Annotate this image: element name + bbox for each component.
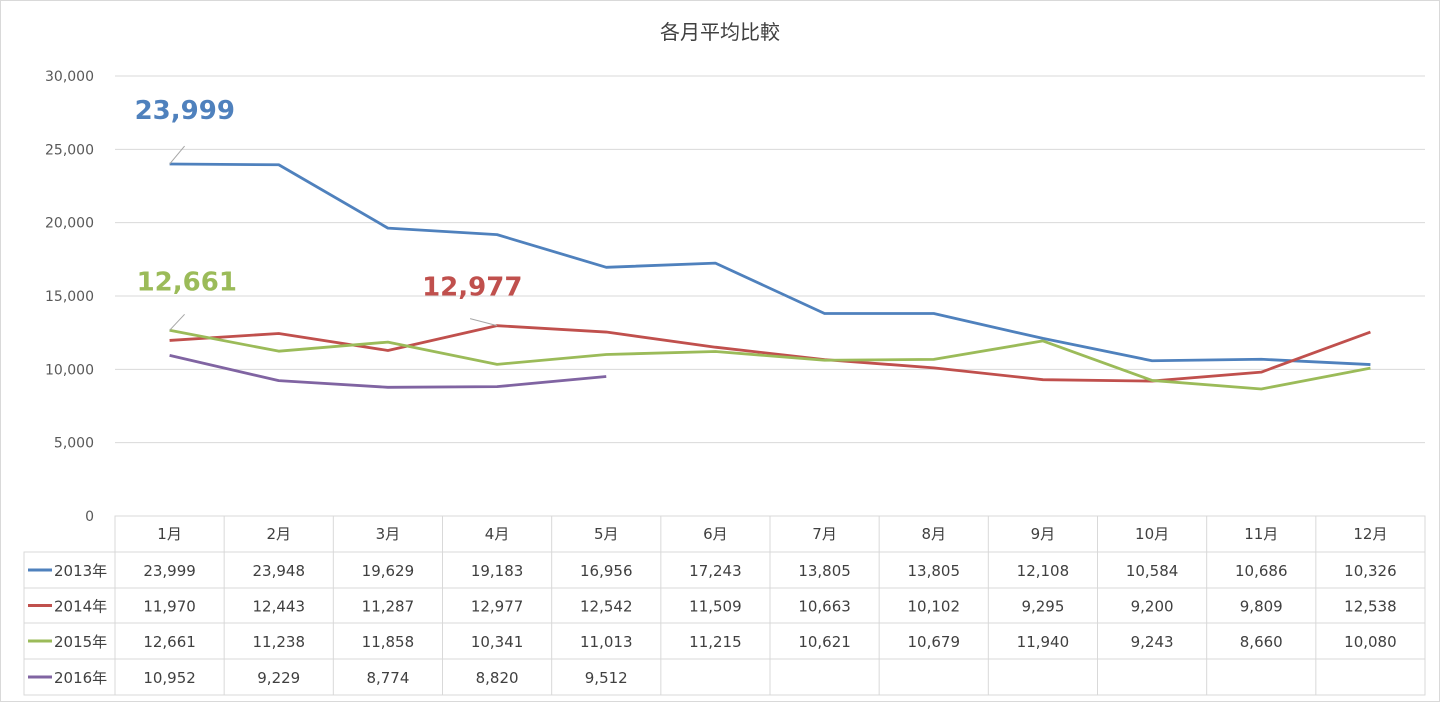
table-cell-value: 8,660 <box>1240 633 1283 651</box>
table-cell-value: 11,215 <box>689 633 742 651</box>
table-cell-value: 9,200 <box>1131 598 1174 616</box>
table-cell-value: 9,809 <box>1240 598 1283 616</box>
table-cell-value: 12,538 <box>1344 598 1397 616</box>
table-cell-value: 9,512 <box>585 669 628 687</box>
x-tick-label: 4月 <box>485 525 510 543</box>
table-cell-value: 12,661 <box>143 633 196 651</box>
y-tick-label: 0 <box>85 509 94 525</box>
table-cell-value: 11,287 <box>362 598 415 616</box>
y-tick-label: 20,000 <box>45 216 94 232</box>
data-callout: 12,661 <box>137 267 237 297</box>
x-tick-label: 12月 <box>1353 525 1387 543</box>
table-cell-value: 12,443 <box>253 598 306 616</box>
table-cell-value: 10,663 <box>798 598 851 616</box>
y-tick-label: 15,000 <box>45 289 94 305</box>
callout-leader <box>469 318 498 327</box>
series-line-2013年 <box>169 162 1371 366</box>
table-cell-value: 11,509 <box>689 598 742 616</box>
x-tick-label: 6月 <box>703 525 728 543</box>
legend-entry: 2015年 <box>54 633 107 651</box>
table-cell-value: 10,584 <box>1126 562 1179 580</box>
table-cell-value: 12,108 <box>1017 562 1070 580</box>
table-cell-value: 13,805 <box>908 562 961 580</box>
table-cell-value: 10,341 <box>471 633 524 651</box>
y-tick-label: 25,000 <box>45 142 94 158</box>
table-cell-value: 10,679 <box>908 633 961 651</box>
series-line-2015年 <box>169 328 1371 391</box>
data-callout: 23,999 <box>135 96 235 126</box>
table-cell-value: 16,956 <box>580 562 633 580</box>
legend-entry: 2014年 <box>54 598 107 616</box>
table-cell-value: 23,948 <box>253 562 306 580</box>
table-cell-value: 11,940 <box>1017 633 1070 651</box>
table-cell-value: 10,080 <box>1344 633 1397 651</box>
table-cell-value: 10,621 <box>798 633 851 651</box>
table-cell-value: 19,183 <box>471 562 524 580</box>
legend-entry: 2016年 <box>54 669 107 687</box>
x-tick-label: 11月 <box>1244 525 1278 543</box>
table-cell-value: 11,013 <box>580 633 633 651</box>
table-cell-value: 23,999 <box>143 562 196 580</box>
table-cell-value: 12,542 <box>580 598 633 616</box>
y-tick-label: 30,000 <box>45 69 94 85</box>
callout-leader <box>169 145 185 165</box>
x-tick-label: 3月 <box>376 525 401 543</box>
table-cell-value: 11,238 <box>253 633 306 651</box>
x-tick-label: 10月 <box>1135 525 1169 543</box>
table-cell-value: 9,229 <box>257 669 300 687</box>
table-cell-value: 9,243 <box>1131 633 1174 651</box>
table-cell-value: 19,629 <box>362 562 415 580</box>
y-tick-label: 5,000 <box>54 436 94 452</box>
table-cell-value: 13,805 <box>798 562 851 580</box>
table-cell-value: 12,977 <box>471 598 524 616</box>
x-tick-label: 2月 <box>266 525 291 543</box>
x-tick-label: 5月 <box>594 525 619 543</box>
table-cell-value: 17,243 <box>689 562 742 580</box>
table-cell-value: 10,952 <box>143 669 196 687</box>
x-tick-label: 1月 <box>157 525 182 543</box>
series-line-2014年 <box>169 324 1371 383</box>
x-tick-label: 9月 <box>1031 525 1056 543</box>
series-line-2016年 <box>169 354 607 389</box>
table-cell-value: 10,686 <box>1235 562 1288 580</box>
table-cell-value: 11,858 <box>362 633 415 651</box>
table-cell-value: 10,326 <box>1344 562 1397 580</box>
table-cell-value: 8,774 <box>366 669 409 687</box>
y-tick-label: 10,000 <box>45 362 94 378</box>
chart-title: 各月平均比較 <box>660 20 780 44</box>
legend-entry: 2013年 <box>54 562 107 580</box>
table-cell-value: 9,295 <box>1021 598 1064 616</box>
callout-leader <box>169 313 185 331</box>
x-tick-label: 7月 <box>812 525 837 543</box>
table-cell-value: 8,820 <box>476 669 519 687</box>
x-tick-label: 8月 <box>921 525 946 543</box>
table-cell-value: 10,102 <box>908 598 961 616</box>
table-cell-value: 11,970 <box>143 598 196 616</box>
data-callout: 12,977 <box>422 273 522 303</box>
